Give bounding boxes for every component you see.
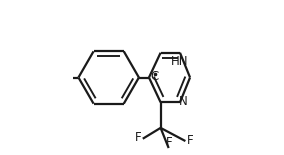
- Text: HN: HN: [170, 55, 188, 68]
- Text: F: F: [187, 134, 194, 147]
- Text: N: N: [179, 95, 188, 108]
- Text: F: F: [166, 136, 173, 149]
- Text: F: F: [135, 131, 141, 144]
- Text: C: C: [150, 70, 158, 83]
